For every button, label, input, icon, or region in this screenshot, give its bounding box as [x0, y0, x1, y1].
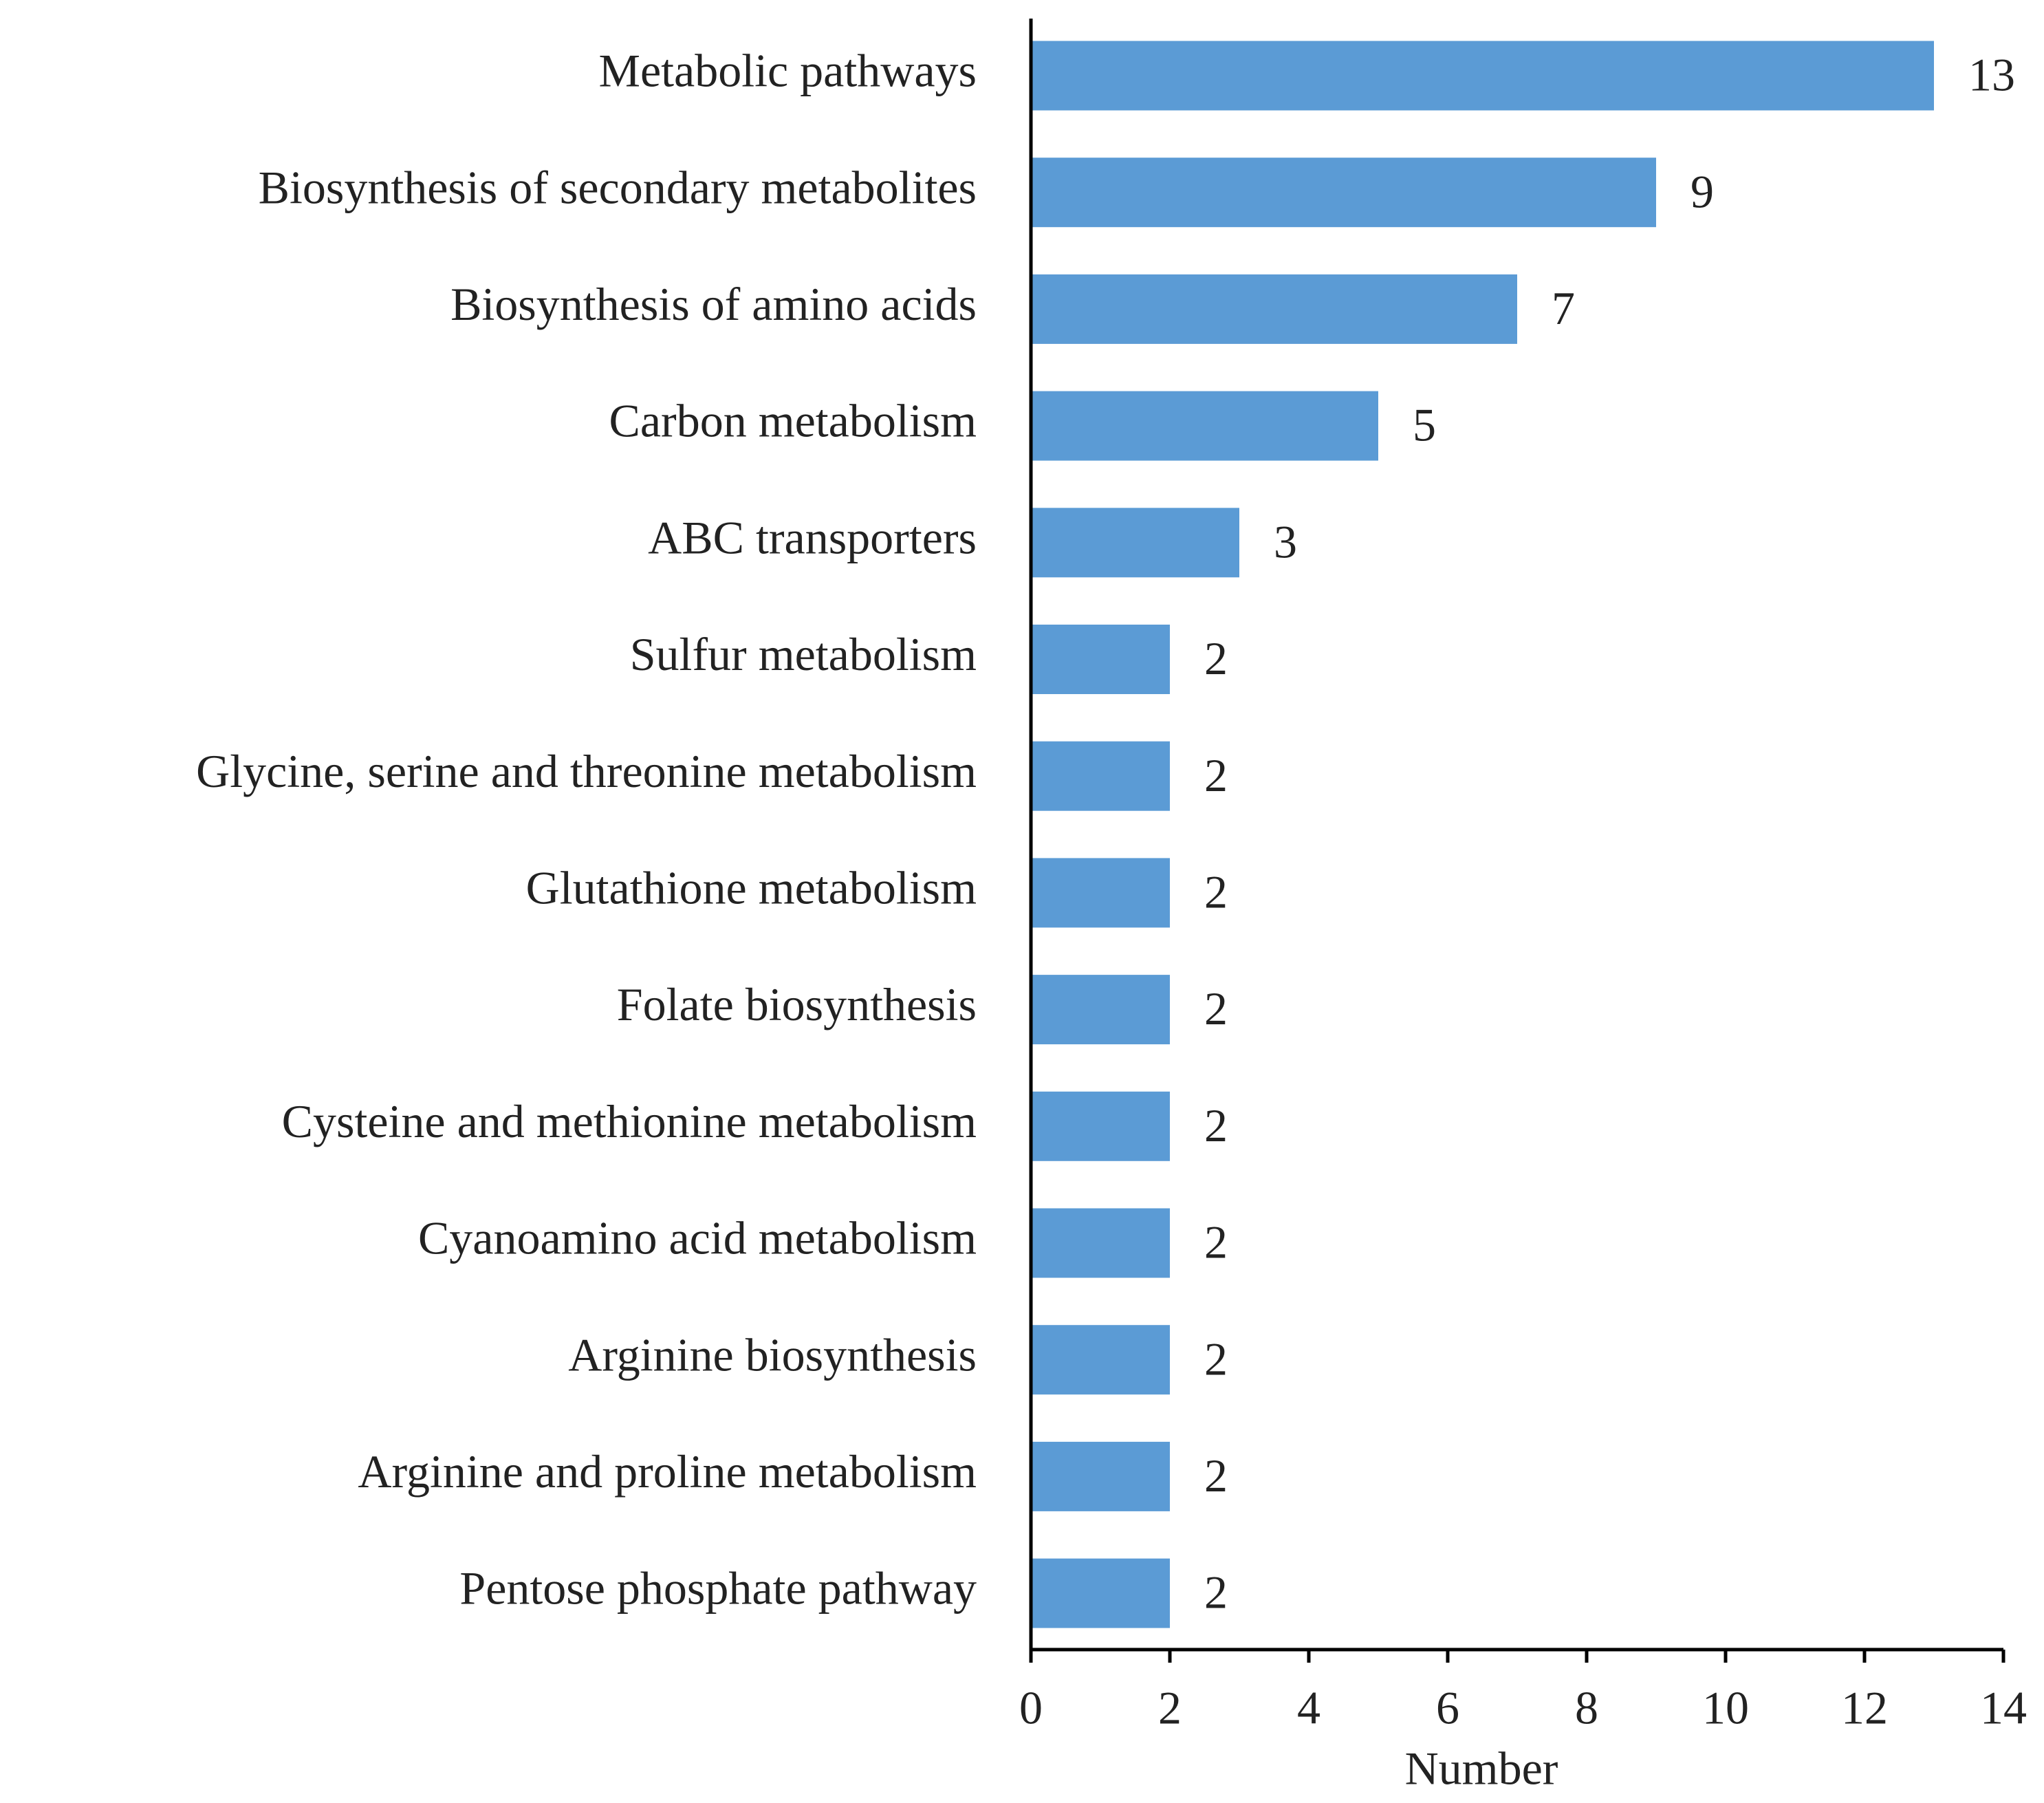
bar: [1031, 975, 1170, 1045]
x-tick-label: 6: [1436, 1682, 1459, 1734]
y-tick-label: Carbon metabolism: [609, 395, 977, 447]
x-tick-label: 10: [1702, 1682, 1749, 1734]
bar: [1031, 41, 1934, 111]
bar: [1031, 391, 1378, 461]
y-tick-label: Biosynthesis of amino acids: [450, 278, 977, 330]
y-tick-label: Metabolic pathways: [598, 45, 977, 97]
x-tick-label: 14: [1980, 1682, 2027, 1734]
data-label: 7: [1552, 282, 1575, 334]
y-tick-label: ABC transporters: [648, 511, 977, 563]
data-label: 2: [1204, 1449, 1228, 1502]
bar: [1031, 1558, 1170, 1628]
data-label: 2: [1204, 749, 1228, 801]
data-label: 2: [1204, 982, 1228, 1035]
y-tick-label: Arginine biosynthesis: [568, 1328, 977, 1381]
x-tick-label: 12: [1841, 1682, 1888, 1734]
data-label: 2: [1204, 1566, 1228, 1619]
bar: [1031, 508, 1239, 578]
x-axis-title: Number: [1405, 1742, 1558, 1795]
y-tick-label: Cysteine and methionine metabolism: [282, 1095, 977, 1147]
bar: [1031, 1208, 1170, 1278]
bar: [1031, 158, 1656, 228]
data-label: 3: [1274, 515, 1297, 568]
y-tick-label: Cyanoamino acid metabolism: [418, 1212, 977, 1264]
data-label: 2: [1204, 632, 1228, 684]
bar: [1031, 1091, 1170, 1161]
data-label: 2: [1204, 1332, 1228, 1385]
x-tick-label: 2: [1158, 1682, 1182, 1734]
y-tick-label: Glutathione metabolism: [526, 862, 977, 914]
x-tick-label: 4: [1297, 1682, 1320, 1734]
data-label: 9: [1690, 165, 1714, 217]
y-tick-label: Pentose phosphate pathway: [459, 1562, 977, 1615]
y-tick-label: Glycine, serine and threonine metabolism: [196, 745, 977, 797]
y-tick-label: Folate biosynthesis: [617, 978, 977, 1030]
bar: [1031, 741, 1170, 811]
data-label: 5: [1413, 399, 1436, 451]
data-label: 13: [1968, 49, 2015, 101]
bar: [1031, 858, 1170, 928]
y-tick-label: Biosynthesis of secondary metabolites: [259, 161, 977, 213]
bar: [1031, 625, 1170, 694]
x-tick-label: 8: [1575, 1682, 1598, 1734]
x-tick-label: 0: [1019, 1682, 1043, 1734]
bar: [1031, 274, 1517, 344]
data-label: 2: [1204, 866, 1228, 918]
data-label: 2: [1204, 1216, 1228, 1268]
bar: [1031, 1441, 1170, 1511]
data-label: 2: [1204, 1099, 1228, 1152]
y-tick-label: Arginine and proline metabolism: [358, 1445, 977, 1498]
y-tick-label: Sulfur metabolism: [630, 628, 977, 680]
bar: [1031, 1325, 1170, 1395]
